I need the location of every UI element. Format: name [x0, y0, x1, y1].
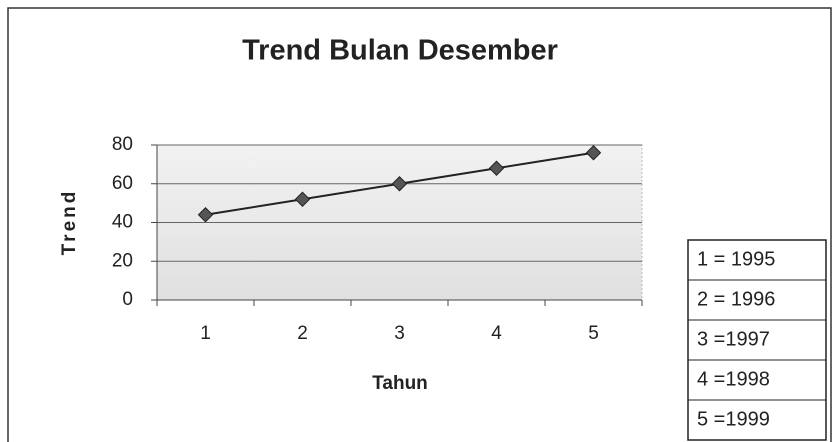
marker	[488, 160, 505, 176]
x-axis-label: Tahun	[372, 373, 428, 394]
annotation-box	[687, 239, 827, 441]
marker	[585, 145, 602, 161]
x-tick-label: 4	[491, 323, 502, 344]
y-tick-label: 0	[122, 289, 133, 310]
annotation: 5 =1999	[697, 408, 770, 430]
annotation: 3 =1997	[697, 328, 770, 350]
y-tick-label: 80	[112, 134, 133, 155]
annotation: 1 = 1995	[697, 248, 775, 270]
x-tick-label: 2	[297, 323, 308, 344]
chart-border	[7, 7, 832, 442]
y-tick-label: 40	[112, 212, 133, 233]
y-tick-label: 60	[112, 173, 133, 194]
annotation: 4 =1998	[697, 368, 770, 390]
marker	[294, 191, 311, 207]
annotation: 2 = 1996	[697, 288, 775, 310]
marker	[197, 207, 214, 223]
chart-title: Trend Bulan Desember	[242, 35, 558, 67]
x-tick-label: 1	[200, 323, 211, 344]
y-axis-label: Trend	[59, 189, 80, 256]
x-tick-label: 5	[588, 323, 599, 344]
y-tick-label: 20	[112, 250, 133, 271]
x-tick-label: 3	[394, 323, 405, 344]
marker	[391, 176, 408, 192]
